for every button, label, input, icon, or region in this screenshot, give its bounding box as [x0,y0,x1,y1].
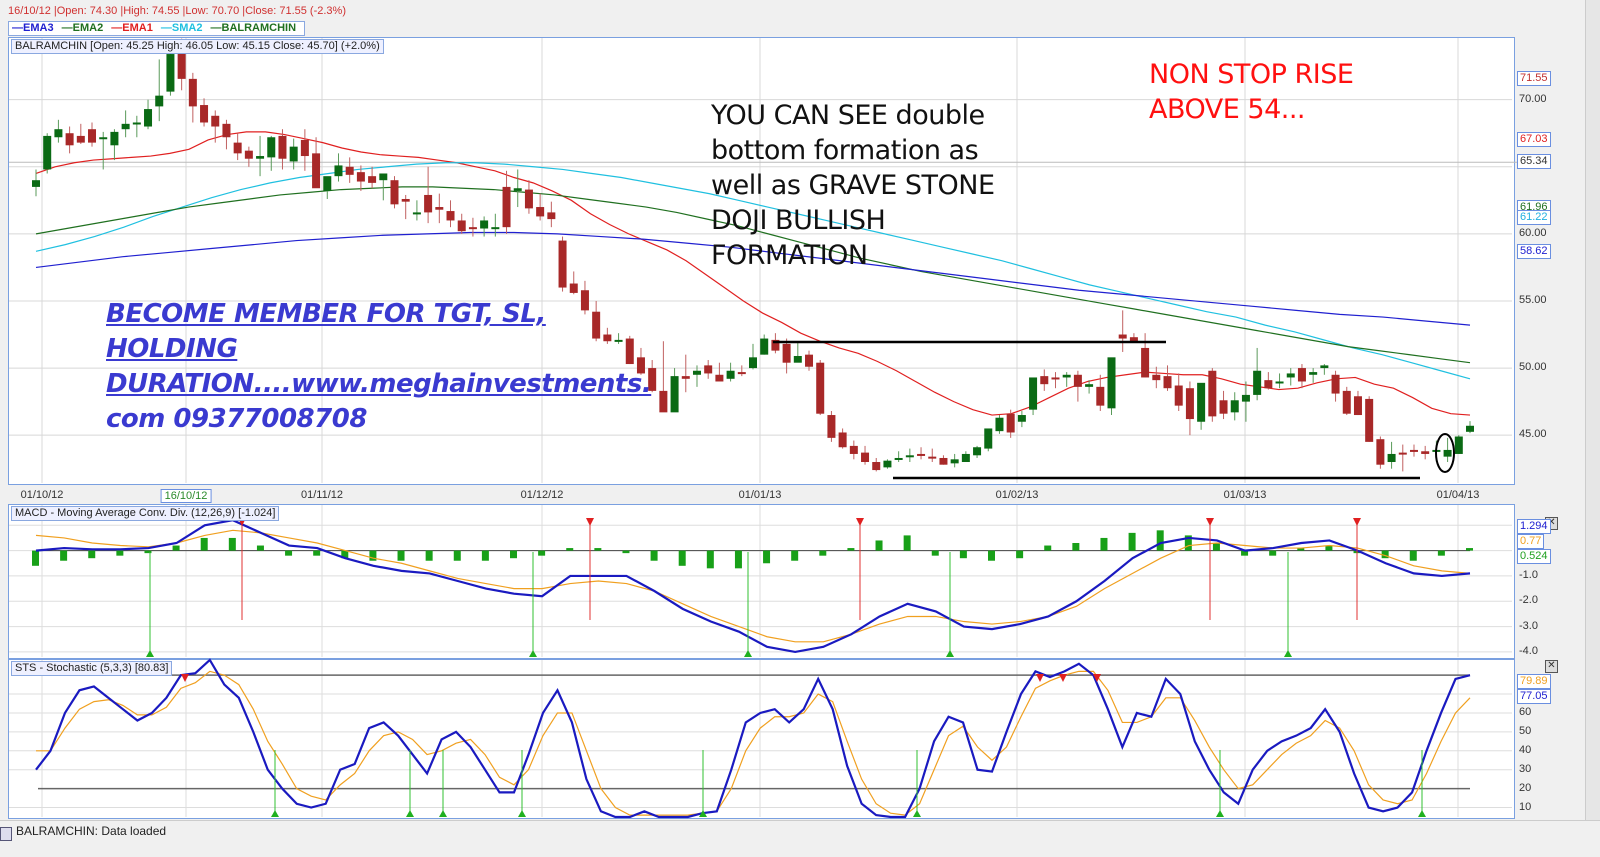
x-axis-date-label: 01/11/12 [300,489,344,501]
hover-ohlc-info: 16/10/12 |Open: 74.30 |High: 74.55 |Low:… [8,5,346,17]
macd-panel[interactable]: MACD - Moving Average Conv. Div. (12,26,… [8,504,1515,659]
stochastic-y-tick: 30 [1519,762,1532,775]
status-icon [0,827,12,841]
x-axis-date-label: 01/03/13 [1223,489,1267,501]
stochastic-y-tick: 10 [1519,800,1532,813]
right-scrollbar[interactable] [1585,0,1600,820]
price-chart-panel[interactable]: BALRAMCHIN [Open: 45.25 High: 46.05 Low:… [8,37,1515,485]
legend-ema3[interactable]: —EMA3 [12,22,54,34]
price-value-tag: 71.55 [1517,70,1551,86]
pattern-annotation: YOU CAN SEE double bottom formation as w… [711,100,995,271]
price-y-tick: 70.00 [1519,92,1547,105]
x-axis-date-label: 01/10/12 [20,489,64,501]
x-axis-date-label: 01/12/12 [520,489,564,501]
x-axis-date-label: 01/01/13 [738,489,782,501]
price-value-tag: 65.34 [1517,154,1551,170]
price-y-tick: 50.00 [1519,361,1547,374]
stochastic-y-tick: 50 [1519,724,1532,737]
stochastic-y-tick: 40 [1519,743,1532,756]
stochastic-panel[interactable]: STS - Stochastic (5,3,3) [80.83] [8,659,1515,819]
price-value-tag: 67.03 [1517,131,1551,147]
x-axis-date-label: 16/10/12 [160,489,212,503]
price-y-tick: 55.00 [1519,293,1547,306]
x-axis-date-label: 01/04/13 [1436,489,1480,501]
price-y-tick: 60.00 [1519,226,1547,239]
stochastic-value-tag: 77.05 [1517,689,1551,704]
macd-value-tag: 0.524 [1517,549,1551,564]
macd-y-tick: -4.0 [1519,644,1538,657]
stochastic-close-button[interactable]: ✕ [1545,660,1558,673]
status-text: BALRAMCHIN: Data loaded [16,824,167,838]
price-value-tag: 61.22 [1517,209,1551,225]
macd-panel-label: MACD - Moving Average Conv. Div. (12,26,… [11,506,280,521]
legend-balramchin[interactable]: —BALRAMCHIN [210,22,297,34]
macd-y-tick: -1.0 [1519,568,1538,581]
x-axis-date-label: 01/02/13 [995,489,1039,501]
macd-y-tick: -2.0 [1519,594,1538,607]
target-annotation: NON STOP RISE ABOVE 54... [1149,59,1354,125]
macd-value-tag: 0.77 [1517,534,1545,549]
stochastic-panel-label: STS - Stochastic (5,3,3) [80.83] [11,661,173,676]
stochastic-value-tag: 79.89 [1517,674,1551,689]
price-y-tick: 45.00 [1519,428,1547,441]
stochastic-y-tick: 20 [1519,781,1532,794]
legend-ema1[interactable]: —EMA1 [111,22,153,34]
price-value-tag: 58.62 [1517,244,1551,260]
macd-value-tag: 1.294 [1517,519,1551,534]
stochastic-y-tick: 60 [1519,705,1532,718]
legend-ema2[interactable]: —EMA2 [61,22,104,34]
legend-sma2[interactable]: —SMA2 [160,22,203,34]
promo-link[interactable]: BECOME MEMBER FOR TGT, SL, HOLDING DURAT… [106,299,652,434]
indicator-legend: —EMA3 —EMA2 —EMA1 —SMA2 —BALRAMCHIN [8,21,306,36]
macd-y-tick: -3.0 [1519,619,1538,632]
status-bar: BALRAMCHIN: Data loaded [0,820,1600,857]
price-panel-label: BALRAMCHIN [Open: 45.25 High: 46.05 Low:… [11,39,384,54]
